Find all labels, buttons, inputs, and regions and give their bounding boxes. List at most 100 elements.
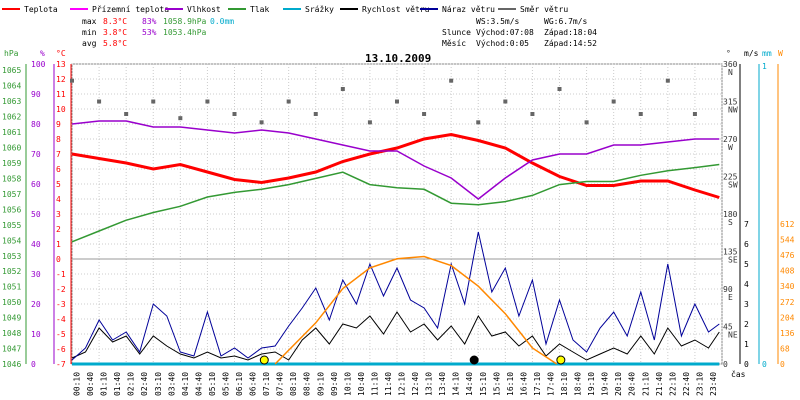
axis-title-hpa: hPa <box>4 49 19 58</box>
w-tick-4: 340 <box>780 282 795 291</box>
wind-dir-point-3 <box>151 99 156 104</box>
pct-tick-6: 40 <box>31 240 41 249</box>
wind-dir-point-9 <box>313 112 318 116</box>
wind-dir-point-22 <box>665 78 670 83</box>
deg-tick-3: 225 <box>723 173 738 182</box>
temp-tick-13: 0 <box>56 255 61 264</box>
w-tick-7: 136 <box>780 329 795 338</box>
pct-tick-2: 80 <box>31 120 41 129</box>
time-tick-11: 05:40 <box>221 372 230 396</box>
temp-tick-20: -7 <box>56 360 66 369</box>
time-tick-41: 20:40 <box>628 372 637 396</box>
time-tick-38: 19:10 <box>587 372 596 396</box>
stats-min-temp: 3.8°C <box>103 28 127 37</box>
stats-avg-label: avg <box>82 39 97 48</box>
wind-dir-point-20 <box>611 99 616 104</box>
legend-label-2: Vlhkost <box>187 5 221 14</box>
hpa-tick-15: 1050 <box>2 298 21 307</box>
pct-tick-5: 50 <box>31 210 41 219</box>
marker-sunset <box>556 355 566 365</box>
axes-group: 1065106410631062106110601059105810571056… <box>2 60 795 396</box>
stats-max-hum: 83% <box>142 17 157 26</box>
legend-label-0: Teplota <box>24 5 58 14</box>
hpa-tick-12: 1053 <box>2 252 21 261</box>
wind-dir-point-23 <box>692 112 697 116</box>
plot-group <box>70 78 720 366</box>
time-tick-6: 03:10 <box>154 372 163 396</box>
info-sun-label: Slunce <box>442 28 471 37</box>
stats-min-press: 1053.4hPa <box>163 28 207 37</box>
pct-tick-10: 0 <box>31 360 36 369</box>
w-tick-6: 204 <box>780 313 795 322</box>
hpa-tick-18: 1047 <box>2 345 21 354</box>
hpa-tick-11: 1054 <box>2 236 21 245</box>
time-tick-26: 13:10 <box>425 372 434 396</box>
axis-title-mm: mm <box>762 49 772 58</box>
time-tick-24: 12:10 <box>398 372 407 396</box>
stats-max-press: 1058.9hPa <box>163 17 207 26</box>
axis-title-x: čas <box>731 369 746 379</box>
wind-dir-point-8 <box>286 99 291 104</box>
info-block: WS:3.5m/s WG:6.7m/s Slunce Východ:07:08 … <box>442 17 597 48</box>
time-tick-39: 19:40 <box>601 372 610 396</box>
hpa-tick-2: 1063 <box>2 97 21 106</box>
time-tick-35: 17:40 <box>546 372 555 396</box>
dir-tick-5: SE <box>728 256 738 265</box>
wind-dir-point-11 <box>367 120 372 125</box>
stats-min-hum: 53% <box>142 28 157 37</box>
time-tick-21: 10:40 <box>357 372 366 396</box>
time-tick-36: 18:10 <box>560 372 569 396</box>
temp-tick-8: 5 <box>56 180 61 189</box>
wind-dir-point-16 <box>503 99 508 104</box>
stats-max-label: max <box>82 17 97 26</box>
dir-tick-3: SW <box>728 181 738 190</box>
legend-label-3: Tlak <box>250 5 269 14</box>
temp-tick-5: 8 <box>56 135 61 144</box>
legend-label-6: Náraz větru <box>442 5 495 14</box>
dir-tick-7: NE <box>728 331 738 340</box>
stats-min-label: min <box>82 28 97 37</box>
w-tick-0: 612 <box>780 220 795 229</box>
deg-tick-6: 90 <box>723 285 733 294</box>
pct-tick-7: 30 <box>31 270 41 279</box>
axis-title-pct: % <box>40 49 45 58</box>
stats-avg-temp: 5.8°C <box>103 39 127 48</box>
wind-dir-point-4 <box>178 116 183 121</box>
hpa-tick-8: 1057 <box>2 190 21 199</box>
time-tick-23: 11:40 <box>384 372 393 396</box>
wind-dir-point-2 <box>124 112 129 116</box>
wind-dir-point-0 <box>70 78 74 83</box>
info-ws: WS:3.5m/s <box>476 17 520 26</box>
time-tick-46: 23:10 <box>695 372 704 396</box>
time-tick-47: 23:40 <box>709 372 718 396</box>
hpa-tick-0: 1065 <box>2 66 21 75</box>
deg-tick-1: 315 <box>723 98 738 107</box>
time-tick-19: 09:40 <box>330 372 339 396</box>
hpa-tick-6: 1059 <box>2 159 21 168</box>
wind-dir-point-10 <box>340 87 345 91</box>
time-tick-18: 09:10 <box>316 372 325 396</box>
axis-title-deg: ° <box>726 49 731 58</box>
temp-tick-9: 4 <box>56 195 61 204</box>
mm-tick-1: 0 <box>762 360 767 369</box>
legend-label-1: Přízemní teplota <box>92 5 169 14</box>
wind-dir-point-13 <box>422 112 427 116</box>
wind-dir-point-14 <box>449 78 454 83</box>
dir-tick-0: N <box>728 68 733 77</box>
ms-tick-3: 4 <box>744 280 749 289</box>
time-tick-30: 15:10 <box>479 372 488 396</box>
temp-tick-17: -4 <box>56 315 66 324</box>
ms-tick-7: 0 <box>744 360 749 369</box>
temp-tick-4: 9 <box>56 120 61 129</box>
legend-label-7: Směr větru <box>520 5 568 14</box>
time-tick-16: 08:10 <box>289 372 298 396</box>
info-moon-set: Západ:14:52 <box>544 39 597 48</box>
dir-tick-1: NW <box>728 106 738 115</box>
wind-dir-point-18 <box>557 87 562 91</box>
time-tick-25: 12:40 <box>411 372 420 396</box>
hpa-tick-17: 1048 <box>2 329 21 338</box>
time-tick-17: 08:40 <box>303 372 312 396</box>
time-tick-22: 11:10 <box>370 372 379 396</box>
hpa-tick-19: 1046 <box>2 360 21 369</box>
